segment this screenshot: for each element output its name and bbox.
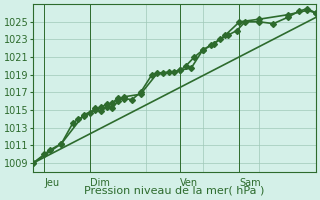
Text: Ven: Ven: [180, 178, 198, 188]
Text: Dim: Dim: [90, 178, 109, 188]
Text: Sam: Sam: [239, 178, 261, 188]
X-axis label: Pression niveau de la mer( hPa ): Pression niveau de la mer( hPa ): [84, 186, 265, 196]
Text: Jeu: Jeu: [44, 178, 60, 188]
